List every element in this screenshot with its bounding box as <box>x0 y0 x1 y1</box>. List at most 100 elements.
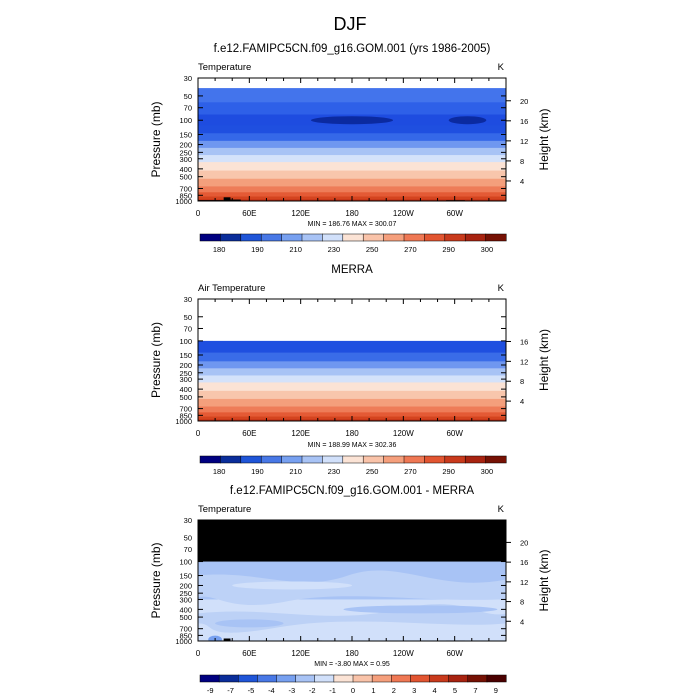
colorbar-label: 230 <box>328 245 341 254</box>
x-tick-label: 180 <box>345 209 359 218</box>
colorbar-label: 290 <box>442 245 455 254</box>
colorbar-label: -3 <box>288 686 295 695</box>
colorbar-label: 300 <box>481 467 494 476</box>
colorbar-label: 180 <box>213 245 226 254</box>
variable-label: Air Temperature <box>198 283 265 294</box>
x-tick-label: 120E <box>291 209 310 218</box>
y-tick-label: 150 <box>179 130 192 139</box>
y-tick-label: 50 <box>184 313 192 322</box>
height-tick-label: 12 <box>520 578 528 587</box>
colorbar-label: 9 <box>494 686 498 695</box>
contour-blob <box>215 619 284 628</box>
y-tick-label: 400 <box>179 165 192 174</box>
colorbar-label: -9 <box>207 686 214 695</box>
height-tick-label: 12 <box>520 137 528 146</box>
x-tick-label: 120W <box>393 429 414 438</box>
colorbar-label: -7 <box>227 686 234 695</box>
colorbar-swatch <box>410 674 431 683</box>
colorbar-label: 210 <box>289 467 302 476</box>
colorbar-label: -2 <box>309 686 316 695</box>
contour-band <box>198 140 506 149</box>
colorbar-swatch <box>403 455 425 464</box>
units-label: K <box>498 62 505 73</box>
height-tick-label: 4 <box>520 397 524 406</box>
colorbar-swatch <box>322 233 344 242</box>
colorbar-swatch <box>485 455 507 464</box>
colorbar-label: 250 <box>366 245 379 254</box>
colorbar-label: 290 <box>442 467 455 476</box>
height-tick-label: 20 <box>520 97 528 106</box>
colorbar-swatch <box>371 674 392 683</box>
y-axis-title: Pressure (mb) <box>149 542 163 618</box>
colorbar-label: -5 <box>248 686 255 695</box>
colorbar-swatch <box>429 674 450 683</box>
y-tick-label: 30 <box>184 516 192 525</box>
y-tick-label: 150 <box>179 351 192 360</box>
height-tick-label: 8 <box>520 157 524 166</box>
y-tick-label: 150 <box>179 572 192 581</box>
height-tick-label: 4 <box>520 617 524 626</box>
x-tick-label: 60W <box>446 209 463 218</box>
x-tick-label: 120W <box>393 209 414 218</box>
variable-label: Temperature <box>198 62 251 73</box>
contour-band <box>198 178 506 187</box>
x-tick-label: 180 <box>345 649 359 658</box>
colorbar-swatch <box>220 233 242 242</box>
colorbar-swatch <box>486 674 507 683</box>
panel-1: f.e12.FAMIPC5CN.f09_g16.GOM.001 (yrs 198… <box>149 43 551 254</box>
y-tick-label: 100 <box>179 337 192 346</box>
y-tick-label: 300 <box>179 595 192 604</box>
contour-band <box>198 628 506 641</box>
contour-band <box>198 192 506 198</box>
x-tick-label: 120W <box>393 649 414 658</box>
min-max-stats: MIN = 188.99 MAX = 302.36 <box>308 442 397 449</box>
colorbar-swatch <box>383 455 405 464</box>
x-tick-label: 0 <box>196 209 201 218</box>
field <box>198 78 506 201</box>
y2-axis-title: Height (km) <box>537 329 551 391</box>
terrain <box>223 638 231 641</box>
colorbar-label: 250 <box>366 467 379 476</box>
colorbar-swatch <box>444 233 466 242</box>
colorbar-label: 0 <box>351 686 355 695</box>
colorbar-swatch <box>281 455 303 464</box>
colorbar-swatch <box>464 455 487 464</box>
y-tick-label: 400 <box>179 605 192 614</box>
x-tick-label: 60E <box>242 429 256 438</box>
colorbar-label: 230 <box>328 467 341 476</box>
contour-band <box>198 382 506 392</box>
x-tick-label: 60W <box>446 649 463 658</box>
y-tick-label: 500 <box>179 613 192 622</box>
colorbar-swatch <box>448 674 469 683</box>
colorbar-swatch <box>322 455 344 464</box>
contour-band <box>198 133 506 142</box>
terrain <box>223 197 231 201</box>
colorbar-label: 190 <box>251 467 264 476</box>
colorbar-swatch <box>464 233 487 242</box>
contour-band <box>198 102 506 116</box>
colorbar-swatch <box>383 233 405 242</box>
colorbar-swatch <box>301 233 323 242</box>
y-tick-label: 200 <box>179 581 192 590</box>
y-tick-label: 70 <box>184 324 192 333</box>
colorbar-swatch <box>257 674 278 683</box>
contour-band <box>198 299 506 342</box>
terrain <box>230 199 241 201</box>
colorbar-label: 5 <box>453 686 457 695</box>
y-tick-label: 700 <box>179 405 192 414</box>
x-tick-label: 120E <box>291 649 310 658</box>
contour-band <box>198 88 506 103</box>
colorbar-swatch <box>352 674 373 683</box>
x-tick-label: 120E <box>291 429 310 438</box>
colorbar-swatch <box>362 455 385 464</box>
figure-title: DJF <box>334 14 367 34</box>
colorbar-swatch <box>218 674 239 683</box>
y-tick-label: 850 <box>179 191 192 200</box>
colorbar-swatch <box>485 233 507 242</box>
colorbar-swatch <box>467 674 488 683</box>
variable-label: Temperature <box>198 504 251 515</box>
colorbar-swatch <box>444 455 466 464</box>
colorbar-swatch <box>199 233 221 242</box>
colorbar-label: 270 <box>404 245 417 254</box>
